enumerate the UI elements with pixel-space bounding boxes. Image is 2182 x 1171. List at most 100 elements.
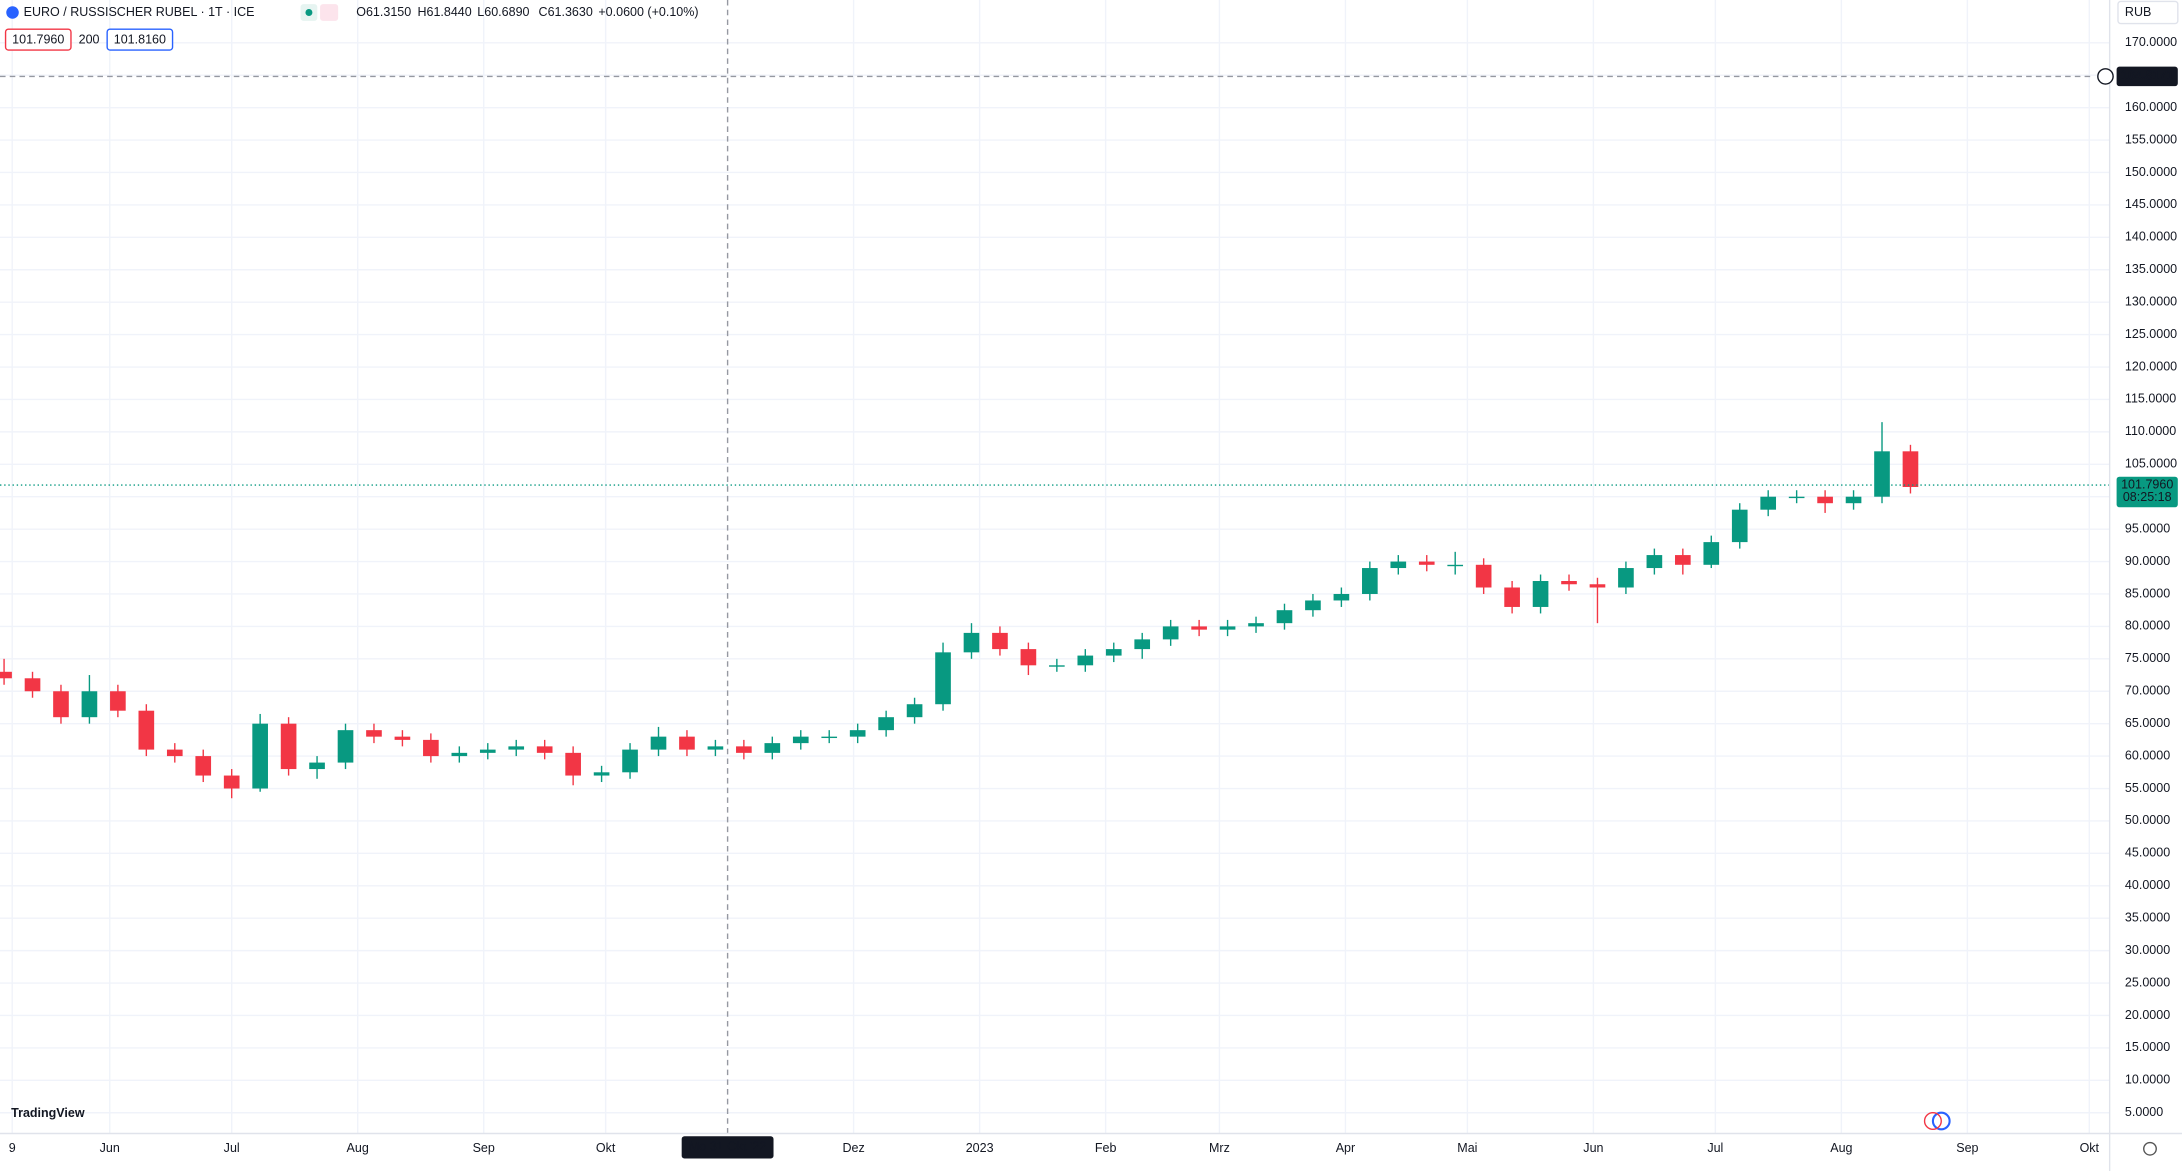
ohlc-change: +0.0600 (+0.10%): [598, 5, 698, 19]
candle-body: [935, 652, 951, 705]
candle-body: [195, 756, 212, 776]
y-tick-label: 25.0000: [2125, 975, 2170, 989]
candle-body: [963, 632, 980, 653]
y-tick-label: 60.0000: [2125, 748, 2170, 762]
y-tick-label: 35.0000: [2125, 911, 2170, 925]
candle-body: [1532, 581, 1549, 607]
event-icon[interactable]: [1923, 1111, 1942, 1131]
candle-body: [821, 736, 838, 739]
y-tick-label: 75.0000: [2125, 651, 2170, 665]
candle-body: [1703, 542, 1720, 565]
y-tick-label: 70.0000: [2125, 684, 2170, 698]
ohlc-close: C61.3630: [539, 5, 593, 19]
spread: 200: [79, 33, 100, 47]
y-tick-label: 40.0000: [2125, 878, 2170, 892]
ask-box[interactable]: [106, 28, 174, 51]
candle-body: [1447, 564, 1464, 567]
x-tick-label: Jun: [1583, 1141, 1603, 1155]
crosshair-date-label: Mo 31 Okt '22: [689, 1140, 767, 1154]
candle-body: [1561, 581, 1577, 585]
candle-body: [280, 723, 297, 770]
y-tick-label: 120.0000: [2125, 359, 2177, 373]
countdown: 08:25:18: [2123, 490, 2172, 504]
y-tick-label: 140.0000: [2125, 230, 2177, 244]
y-tick-label: 30.0000: [2125, 943, 2170, 957]
candle-body: [1646, 555, 1663, 569]
candle-body: [622, 749, 638, 773]
candle-body: [24, 678, 41, 692]
candle-body: [1788, 496, 1805, 499]
candle-body: [1077, 655, 1094, 666]
y-tick-label: 85.0000: [2125, 586, 2170, 600]
candle-body: [309, 762, 325, 770]
bid: 101.7960: [12, 33, 64, 47]
x-tick-label: Aug: [347, 1141, 369, 1155]
candle-body: [1333, 593, 1350, 601]
y-tick-label: 125.0000: [2125, 327, 2177, 341]
last-price-box: [2116, 476, 2178, 508]
y-tick-label: 130.0000: [2125, 294, 2177, 308]
watermark-text: TradingView: [11, 1106, 85, 1120]
y-tick-label: 5.0000: [2125, 1105, 2163, 1119]
candle-body: [81, 691, 98, 718]
y-tick-label: 105.0000: [2125, 457, 2177, 471]
candle-body: [223, 775, 240, 789]
candle-body: [1105, 649, 1122, 656]
bid-box[interactable]: [4, 28, 72, 51]
candle-body: [1731, 509, 1748, 543]
currency-button[interactable]: [2117, 0, 2179, 25]
crosshair-price-label: 164.8171: [2121, 69, 2173, 83]
symbol-title[interactable]: EURO / RUSSISCHER RUBEL · 1T · ICE: [24, 5, 255, 19]
y-tick-label: 150.0000: [2125, 165, 2177, 179]
x-tick-label: Aug: [1830, 1141, 1852, 1155]
candle-body: [1902, 451, 1919, 487]
y-tick-label: 170.0000: [2125, 35, 2177, 49]
candle-body: [508, 746, 525, 750]
y-tick-label: 95.0000: [2125, 521, 2170, 535]
candle-body: [110, 691, 126, 711]
ohlc-high: H61.8440: [417, 5, 471, 19]
candle-body: [1276, 610, 1293, 624]
candle-body: [536, 746, 553, 753]
y-tick-label: 115.0000: [2125, 392, 2176, 406]
candle-body: [1390, 561, 1407, 569]
candle-body: [337, 730, 354, 763]
candle-body: [1134, 639, 1151, 650]
candle-body: [1219, 626, 1236, 630]
candle-body: [166, 749, 183, 757]
crosshair-date-box: [681, 1136, 774, 1159]
candle-body: [1675, 555, 1691, 565]
candle-body: [1760, 496, 1777, 510]
candle-body: [1618, 568, 1634, 588]
x-tick-label: Feb: [1095, 1141, 1117, 1155]
y-tick-label: 135.0000: [2125, 262, 2177, 276]
candle-body: [1817, 496, 1833, 504]
candle-body: [423, 739, 439, 757]
settings-button[interactable]: [2143, 1141, 2157, 1156]
candle-body: [0, 671, 12, 679]
candle-body: [593, 772, 610, 776]
y-tick-label: 50.0000: [2125, 813, 2170, 827]
x-tick-label: Mai: [1457, 1141, 1477, 1155]
candle-body: [736, 746, 752, 753]
crosshair-add-button: [2097, 68, 2114, 85]
status-dot: [305, 9, 313, 16]
candle-body: [707, 746, 724, 750]
candle-body: [53, 691, 69, 718]
x-tick-label: Sep: [1956, 1141, 1978, 1155]
y-tick-label: 55.0000: [2125, 781, 2170, 795]
delay-badge[interactable]: [320, 4, 339, 21]
y-tick-label: 160.0000: [2125, 100, 2177, 114]
watermark: TradingView: [11, 1106, 85, 1120]
candle-body: [1248, 623, 1264, 627]
x-tick-label: 9: [9, 1141, 16, 1155]
candle-body: [1874, 451, 1890, 497]
candle-body: [138, 710, 155, 750]
candle-body: [650, 736, 667, 750]
candle-body: [1418, 561, 1435, 565]
candle-body: [451, 752, 468, 757]
candle-body: [252, 723, 268, 789]
y-tick-label: 145.0000: [2125, 197, 2177, 211]
